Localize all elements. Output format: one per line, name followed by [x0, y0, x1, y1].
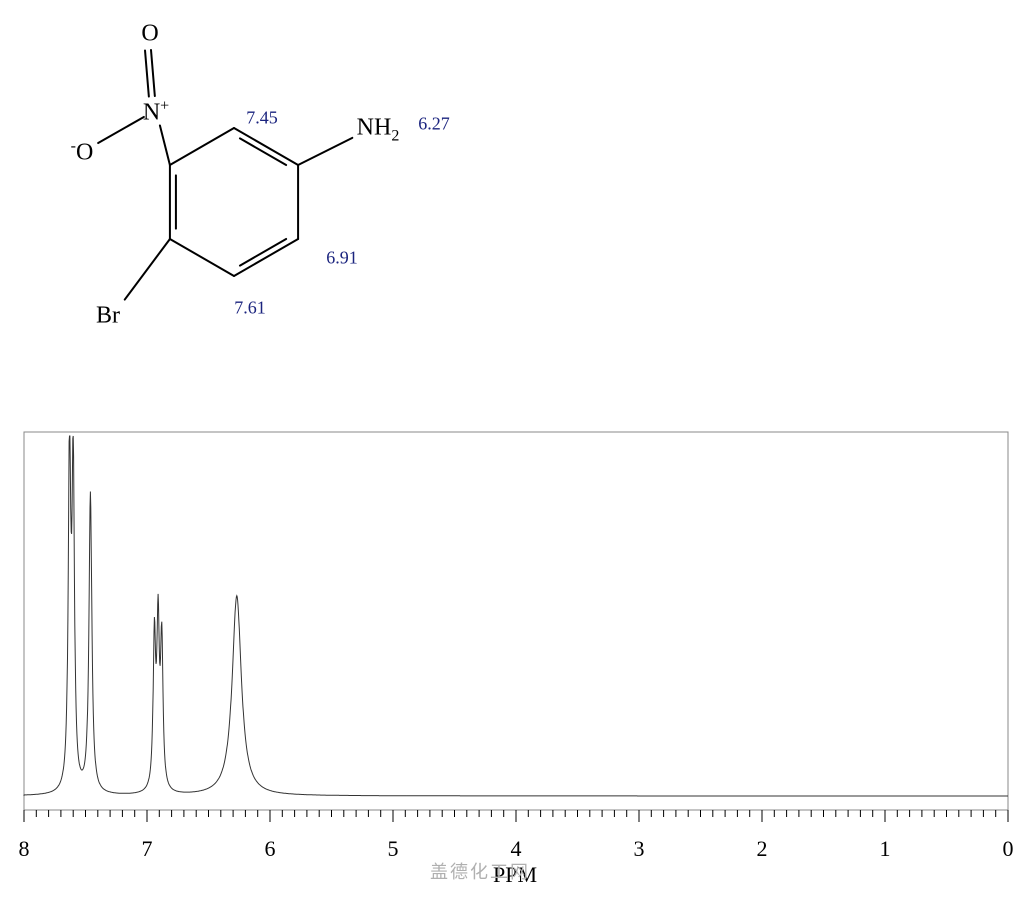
- nmr-spectrum: [0, 0, 1024, 900]
- axis-tick-label: 8: [19, 836, 30, 862]
- axis-tick-label: 6: [265, 836, 276, 862]
- axis-tick-label: 5: [388, 836, 399, 862]
- axis-tick-label: 2: [757, 836, 768, 862]
- axis-tick-label: 3: [634, 836, 645, 862]
- figure-container: ON+-ONH2Br 7.456.276.917.61 012345678 PP…: [0, 0, 1024, 900]
- axis-tick-label: 7: [142, 836, 153, 862]
- axis-tick-label: 0: [1003, 836, 1014, 862]
- watermark-text: 盖德化工网: [430, 858, 530, 884]
- axis-tick-label: 1: [880, 836, 891, 862]
